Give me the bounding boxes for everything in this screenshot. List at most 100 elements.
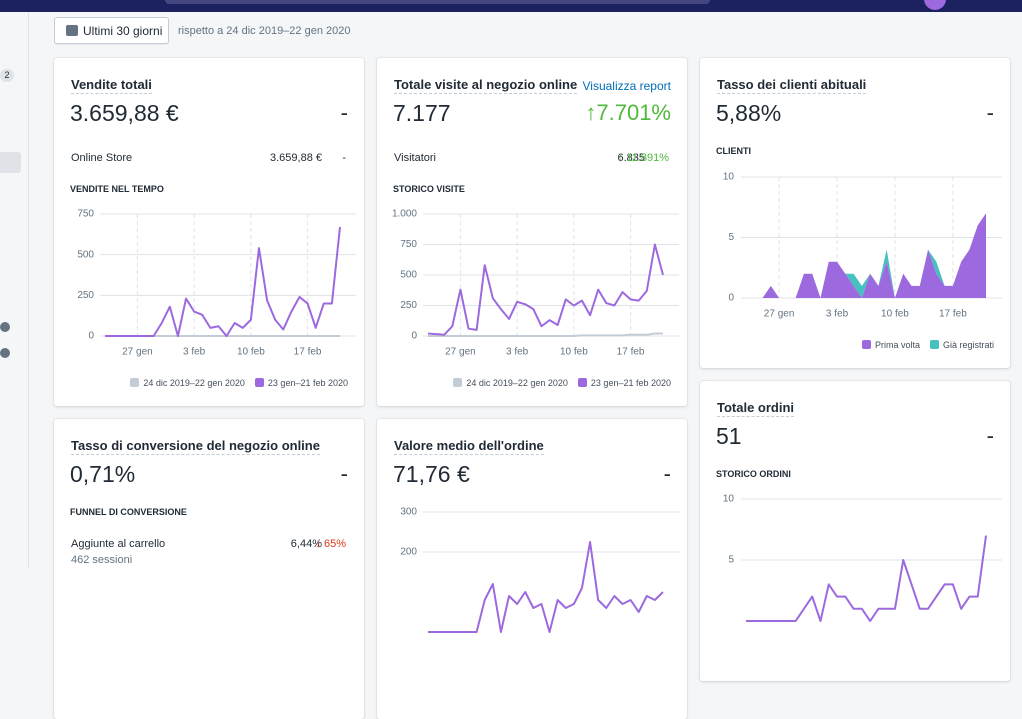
y-tick-label: 5 [728,555,734,566]
section-label: CLIENTI [716,146,751,156]
y-tick-label: 300 [400,507,417,518]
x-tick-label: 3 feb [506,347,529,358]
card: Tasso di conversione del negozio online 0… [54,419,364,719]
series-area [746,213,986,298]
row-change: ↓ 65% [315,538,346,550]
row-change: - [342,152,346,164]
x-tick-label: 27 gen [445,347,476,358]
metric-value: 5,88% [716,100,782,126]
badge: 2 [0,69,14,82]
y-tick-label: 750 [77,209,94,220]
card: Vendite totali 3.659,88 € - VENDITE NEL TEM… [54,58,364,406]
report-link[interactable]: Visualizza report [582,79,672,93]
x-tick-label: 10 feb [237,347,265,358]
legend: 24 dic 2019–22 gen 2020 23 gen–21 feb 202… [453,378,671,388]
section-label: FUNNEL DI CONVERSIONE [70,507,187,517]
metric-change: - [986,423,994,448]
series-line [746,535,987,622]
legend-item: 24 dic 2019–22 gen 2020 [453,378,568,388]
legend-swatch [577,378,587,387]
y-tick-label: 200 [400,547,417,558]
card-title: Valore medio dell'ordine [394,438,544,455]
card: Totale visite al negozio online Visualizz… [377,58,687,406]
series-line [105,226,341,337]
legend-swatch [130,378,140,387]
legend-swatch [929,340,939,349]
y-tick-label: 750 [400,239,417,250]
section-label: STORICO ORDINI [716,469,791,479]
y-tick-label: 1.000 [392,209,417,220]
series-line [428,332,663,337]
x-tick-label: 17 feb [294,347,322,358]
y-tick-label: 10 [723,172,735,183]
metric-row: Aggiunte al carrello 6,44% ↓ 65% 462 sessio… [71,538,346,566]
y-tick-label: 10 [723,494,735,505]
x-tick-label: 17 feb [939,309,967,320]
row-label: Aggiunte al carrello [71,538,166,550]
legend-item: Già registrati [929,340,994,350]
row-value: 6,44% [290,538,322,550]
section-label: STORICO VISITE [393,184,465,194]
series-area [746,213,986,298]
legend-label: 24 dic 2019–22 gen 2020 [466,378,568,388]
metric-value: 71,76 € [393,461,470,487]
legend-swatch [453,378,463,387]
search-bar[interactable] [165,0,710,4]
metric-value: 0,71% [70,461,136,487]
calendar-icon [66,25,78,36]
card-title: Totale ordini [717,400,795,417]
card: Totale ordini 51 - STORICO ORDINI 5 10 [700,381,1010,681]
metric-change: - [340,100,348,125]
legend: Prima volta Già registrati [861,340,994,350]
metric-row: Visitatori 6.835 ↑ 11.891% [394,152,669,164]
x-tick-label: 27 gen [122,347,153,358]
series-line [427,243,664,336]
y-tick-label: 500 [77,249,94,260]
y-tick-label: 500 [400,270,417,281]
metric-change: ↑7.701% [585,100,671,125]
avatar[interactable] [924,0,946,10]
chart: 200 300 [400,507,679,633]
legend-swatch [254,378,264,387]
card: Valore medio dell'ordine 71,76 € - 200 300 [377,419,687,719]
icon-view[interactable] [0,348,10,358]
x-tick-label: 3 feb [183,347,206,358]
chart: 0 250 500 750 1.000 27 gen 3 feb 10 feb 17 feb [392,209,679,358]
metric-change: - [663,461,671,486]
x-tick-label: 10 feb [560,347,588,358]
metric-value: 51 [716,423,742,449]
card-title: Totale visite al negozio online [394,77,578,94]
date-button[interactable]: Ultimi 30 giorni [54,17,169,44]
top-bar [0,0,1022,12]
legend-swatch [861,340,871,349]
legend-label: 23 gen–21 feb 2020 [267,378,348,388]
legend-item: Prima volta [861,340,920,350]
chart: 0 250 500 750 27 gen 3 feb 10 feb 17 feb [77,209,356,358]
legend: 24 dic 2019–22 gen 2020 23 gen–21 feb 202… [130,378,348,388]
x-tick-label: 27 gen [764,309,795,320]
nav-selected[interactable] [0,152,21,173]
card-title: Vendite totali [71,77,152,94]
y-tick-label: 250 [77,290,94,301]
series-line [428,541,664,633]
legend-label: 24 dic 2019–22 gen 2020 [143,378,245,388]
legend-label: Già registrati [942,340,994,350]
metric-change: - [986,100,994,125]
card-title: Tasso di conversione del negozio online [71,438,320,455]
x-tick-label: 3 feb [826,309,849,320]
legend-item: 24 dic 2019–22 gen 2020 [130,378,245,388]
card: Tasso dei clienti abituali 5,88% - CLIENTI 0… [700,58,1010,368]
y-tick-label: 5 [728,232,734,243]
icon-add[interactable] [0,322,10,332]
y-tick-label: 0 [728,293,734,304]
sidebar: 2 [0,12,29,568]
card-title: Tasso dei clienti abituali [717,77,867,94]
date-button-label: Ultimi 30 giorni [83,24,163,38]
y-tick-label: 0 [88,331,94,342]
metric-value: 3.659,88 € [70,100,179,126]
chart: 0 5 10 27 gen 3 feb 10 feb 17 feb [723,172,1002,320]
legend-label: 23 gen–21 feb 2020 [590,378,671,388]
legend-item: 23 gen–21 feb 2020 [577,378,671,388]
legend-label: Prima volta [874,340,920,350]
